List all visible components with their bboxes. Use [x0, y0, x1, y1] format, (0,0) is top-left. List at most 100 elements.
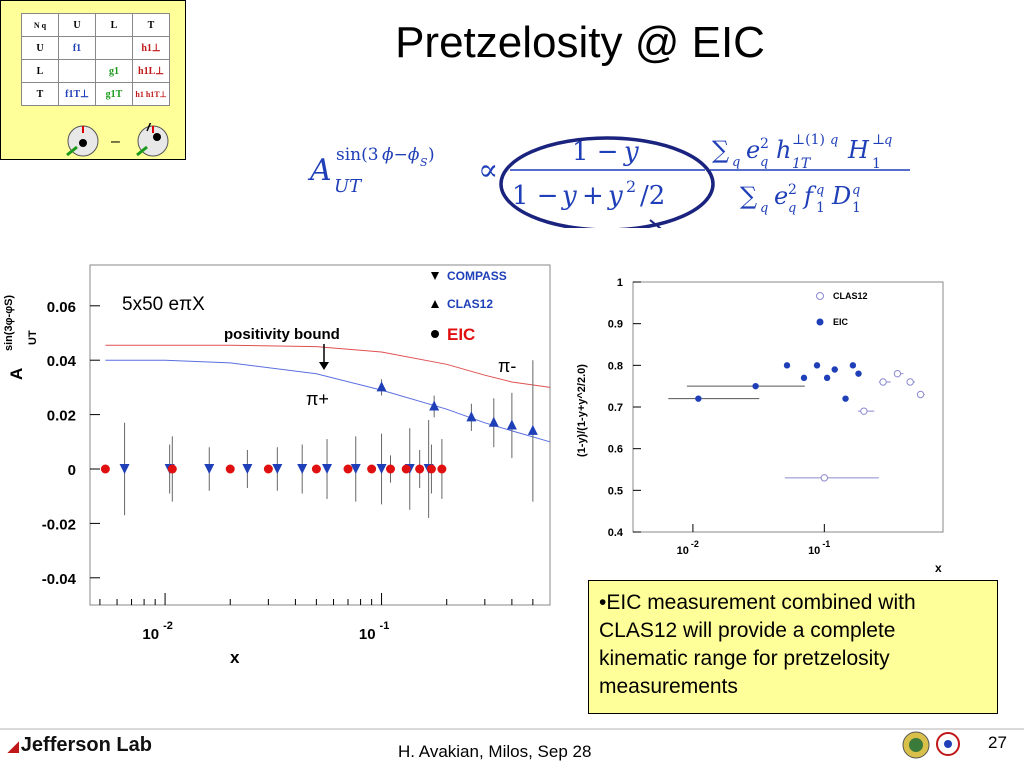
table-cell: g1T [95, 82, 133, 106]
data-point-eic [386, 464, 396, 474]
footer-divider [0, 728, 1024, 730]
legend-label-compass: COMPASS [447, 269, 507, 283]
pi-minus-label: π- [498, 356, 516, 376]
legend-label-clas12: CLAS12 [833, 291, 868, 301]
data-point-clas12 [527, 424, 538, 435]
svg-text:f: f [802, 182, 817, 210]
y-axis-label-subscript: UT [27, 330, 39, 345]
svg-text:q: q [816, 183, 824, 198]
table-cell: h1L⊥ [132, 59, 170, 83]
y-tick-label: 0.06 [47, 299, 76, 316]
svg-text:ϕ−ϕ: ϕ−ϕ [382, 145, 420, 165]
x-tick-label: 10 [142, 626, 159, 643]
asymmetry-formula: A sin(3 ϕ−ϕ S ) UT ∝ 1 − y 1 − y + y 2 /… [307, 132, 910, 228]
x-axis-label: x [935, 561, 942, 575]
data-point-eic [800, 374, 808, 382]
svg-text:S: S [420, 156, 428, 169]
data-point-clas12 [466, 411, 477, 422]
bound-pointer-arrowhead-icon [319, 362, 329, 370]
y-tick-label: -0.04 [42, 571, 77, 588]
x-tick-exponent: -2 [691, 539, 699, 549]
svg-text:q: q [732, 155, 740, 170]
data-point-eic [437, 464, 447, 474]
data-point-compass [272, 464, 283, 474]
svg-text:1 −: 1 − [512, 181, 559, 211]
svg-text:1 −: 1 − [572, 137, 619, 167]
y-tick-label: 0.8 [608, 360, 623, 372]
highlight-ellipse [499, 136, 715, 228]
y-axis-label-superscript: sin(3φ-φS) [3, 295, 15, 351]
data-point-clas12 [820, 474, 829, 482]
svg-text:1T: 1T [792, 156, 812, 172]
y-axis-label: (1-y)/(1-y+y^2/2.0) [576, 364, 588, 457]
green-arrow-icon [66, 145, 78, 157]
legend-label-eic: EIC [833, 317, 849, 327]
table-cell [58, 59, 96, 83]
svg-text:y: y [607, 181, 623, 211]
svg-text:h: h [776, 136, 791, 164]
footer-logos [902, 731, 960, 759]
plot-frame [89, 264, 551, 606]
tmd-table-panel: N q U L T U f1 h1⊥ L g1 h1L⊥ T f1T⊥ g1T … [0, 0, 186, 160]
data-point-eic [167, 464, 177, 474]
data-point-eic [311, 464, 321, 474]
y-tick-label: 0.7 [608, 402, 623, 414]
svg-text:1: 1 [872, 156, 881, 172]
data-point-clas12 [429, 400, 440, 411]
data-point-eic [823, 374, 831, 382]
svg-text:y: y [561, 181, 577, 211]
row-header-u: U [21, 36, 59, 60]
svg-text:e: e [774, 182, 788, 210]
pi-plus-label: π+ [306, 389, 329, 409]
svg-text:y: y [623, 137, 639, 167]
data-point-compass [350, 464, 361, 474]
y-tick-label: 0.4 [608, 527, 624, 539]
data-point-eic [367, 464, 377, 474]
y-tick-label: 0.5 [608, 485, 623, 497]
table-cell: h1⊥ [132, 36, 170, 60]
svg-text:+: + [582, 181, 604, 211]
y-tick-label: 0.04 [47, 353, 77, 370]
y-tick-label: 0.9 [608, 319, 623, 331]
y-tick-label: 1 [617, 277, 623, 289]
svg-text:2: 2 [788, 182, 797, 198]
data-point-eic [695, 395, 702, 402]
data-point-eic [401, 464, 411, 474]
row-header-l: L [21, 59, 59, 83]
legend-label-eic: EIC [447, 325, 475, 344]
data-point-clas12 [893, 369, 902, 378]
svg-text:D: D [831, 182, 851, 210]
data-point-eic [849, 362, 857, 369]
tmd-table: N q U L T U f1 h1⊥ L g1 h1L⊥ T f1T⊥ g1T … [21, 13, 170, 106]
slide-title: Pretzelosity @ EIC [395, 18, 765, 67]
col-header-t: T [132, 13, 170, 37]
x-tick-exponent: -2 [163, 620, 173, 632]
svg-text:q: q [830, 133, 838, 148]
svg-text:2: 2 [626, 177, 636, 196]
table-corner: N q [21, 13, 59, 37]
data-point-eic [225, 464, 235, 474]
data-point-eic [100, 464, 110, 474]
spin-diagram: – [66, 123, 169, 157]
data-point-eic [831, 366, 838, 373]
data-point-eic [415, 464, 425, 474]
legend-marker-eic-icon [431, 330, 439, 338]
summary-note-box: •EIC measurement combined with CLAS12 wi… [588, 580, 998, 714]
data-point-eic [752, 382, 759, 390]
y-tick-label: 0.6 [608, 444, 623, 456]
pretzelosity-asymmetry-chart: 0.06 0.04 0.02 0 -0.02 -0.04 10 -2 10 -1 x Asin(3φ-… [3, 264, 551, 667]
svg-text:q: q [884, 133, 892, 148]
svg-text:1: 1 [816, 200, 825, 216]
minus-sign: – [111, 133, 120, 150]
jefferson-lab-logo: ◢ Jefferson Lab [8, 734, 152, 756]
svg-text:1: 1 [852, 200, 861, 216]
data-point-eic [783, 362, 791, 369]
data-point-compass [297, 464, 308, 474]
legend-marker-clas12-icon [431, 300, 439, 308]
svg-text:q: q [852, 183, 860, 198]
data-point-compass [119, 464, 130, 474]
table-cell: h1 h1T⊥ [132, 82, 170, 106]
svg-text:⊥: ⊥ [872, 132, 885, 148]
svg-text:q: q [788, 201, 796, 216]
svg-text:q: q [760, 201, 768, 216]
